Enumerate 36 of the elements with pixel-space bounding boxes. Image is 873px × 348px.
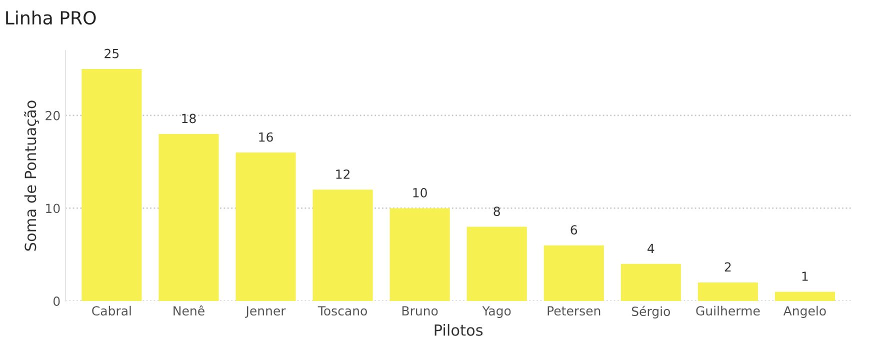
bar (620, 264, 681, 302)
data-label: 2 (724, 262, 731, 272)
bar (158, 134, 219, 302)
data-label: 6 (570, 225, 578, 235)
bar (466, 226, 527, 302)
x-tick-label: Sérgio (632, 306, 670, 318)
data-label: 4 (648, 244, 654, 253)
bar (698, 282, 758, 302)
chart-title: Linha PRO (6, 10, 96, 25)
data-label: 1 (802, 272, 808, 281)
data-label: 16 (259, 132, 273, 142)
y-axis-title: Soma de Pontuação (24, 100, 39, 251)
x-tick-label: Guilherme (696, 306, 760, 316)
data-label: 12 (336, 169, 350, 179)
bar (236, 152, 296, 302)
x-tick-label: Nenê (174, 305, 204, 316)
y-tick-label: 0 (53, 296, 60, 306)
x-tick-label: Cabral (92, 306, 131, 316)
bar (312, 190, 373, 302)
x-tick-label: Petersen (548, 306, 600, 316)
x-tick-label: Toscano (318, 306, 367, 316)
y-tick-label: 20 (46, 110, 60, 120)
x-tick-label: Jenner (245, 306, 286, 318)
x-tick-label: Angelo (783, 306, 826, 318)
y-tick-label: 10 (46, 204, 60, 214)
bar (544, 245, 604, 302)
x-tick-label: Bruno (402, 306, 438, 316)
data-label: 25 (104, 48, 119, 58)
x-axis-title: Pilotos (434, 324, 483, 336)
data-label: 18 (182, 114, 196, 124)
bar (82, 69, 142, 302)
data-label: 8 (494, 206, 500, 216)
bar (390, 208, 450, 302)
data-label: 10 (413, 188, 427, 198)
bar (774, 292, 835, 302)
x-tick-label: Yago (482, 306, 511, 318)
